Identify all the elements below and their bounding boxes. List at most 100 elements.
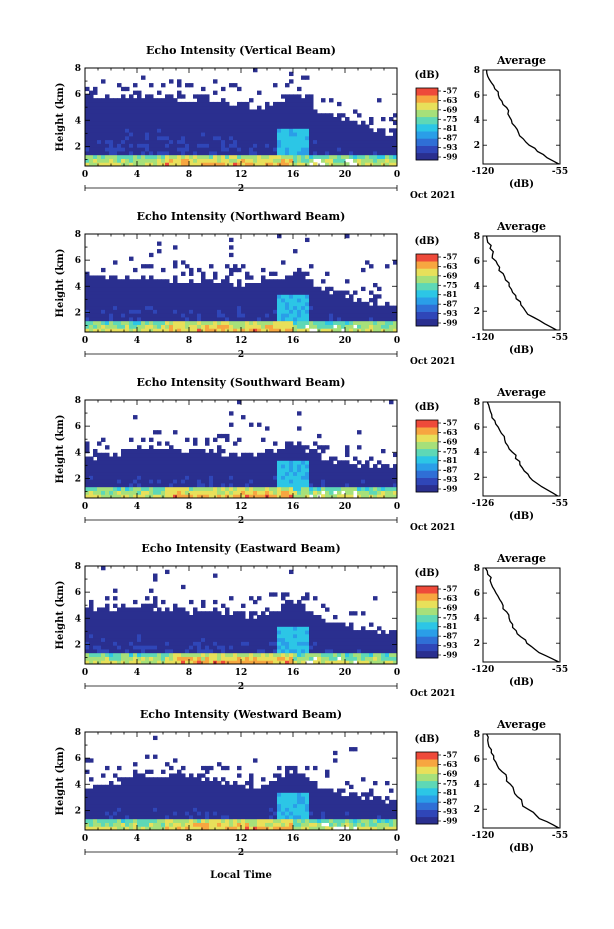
heatmap-cell xyxy=(93,309,98,314)
heatmap-cell xyxy=(245,143,250,148)
heatmap-cell xyxy=(85,283,90,288)
heatmap-cell xyxy=(85,128,90,133)
heatmap-cell xyxy=(173,479,178,484)
heatmap-cell xyxy=(157,313,162,318)
heatmap-cell xyxy=(229,143,234,148)
heatmap-cell xyxy=(349,486,354,491)
heatmap-cell xyxy=(261,633,266,639)
heatmap-cell xyxy=(261,611,266,616)
heatmap-cell xyxy=(101,79,106,84)
heatmap-cell xyxy=(129,618,134,624)
heatmap-cell xyxy=(85,637,90,642)
heatmap-cell xyxy=(213,626,218,631)
heatmap-cell xyxy=(321,486,326,491)
heatmap-cell xyxy=(265,301,270,307)
heatmap-cell xyxy=(85,758,90,763)
heatmap-cell xyxy=(177,79,182,84)
heatmap-cell xyxy=(289,464,294,469)
heatmap-cell xyxy=(221,279,226,284)
heatmap-cell xyxy=(205,283,210,288)
heatmap-cell xyxy=(113,275,118,280)
heatmap-cell xyxy=(273,656,278,661)
heatmap-cell xyxy=(357,630,362,635)
heatmap-cell xyxy=(273,113,278,118)
heatmap-cell xyxy=(317,622,322,627)
colorbar-tick-label: -57 xyxy=(443,86,457,96)
heatmap-cell xyxy=(305,309,310,314)
heatmap-cell xyxy=(277,630,282,635)
heatmap-cell xyxy=(145,482,150,488)
heatmap-cell xyxy=(353,475,358,480)
heatmap-cell xyxy=(345,660,350,665)
heatmap-cell xyxy=(209,660,214,665)
heatmap-cell xyxy=(385,467,390,473)
heatmap-cell xyxy=(97,283,102,288)
heatmap-cell xyxy=(169,656,174,661)
heatmap-cell xyxy=(121,479,126,484)
heatmap-cell xyxy=(85,482,90,488)
heatmap-cell xyxy=(161,286,166,292)
heatmap-cell xyxy=(273,301,278,307)
heatmap-cell xyxy=(225,456,230,461)
heatmap-cell xyxy=(217,433,222,439)
heatmap-cell xyxy=(305,464,310,469)
heatmap-cell xyxy=(269,132,274,137)
heatmap-cell xyxy=(293,113,298,118)
heatmap-cell xyxy=(345,637,350,642)
heatmap-cell xyxy=(193,464,198,469)
heatmap-cell xyxy=(141,475,146,480)
heatmap-cell xyxy=(297,105,302,110)
heatmap-cell xyxy=(165,94,170,99)
heatmap-cell xyxy=(145,622,150,627)
heatmap-cell xyxy=(261,641,266,646)
heatmap-cell xyxy=(253,124,258,129)
heatmap-cell xyxy=(317,128,322,133)
heatmap-cell xyxy=(237,154,242,159)
heatmap-cell xyxy=(229,494,234,499)
heatmap-cell xyxy=(277,494,282,499)
heatmap-cell xyxy=(301,158,306,163)
heatmap-cell xyxy=(137,460,142,465)
heatmap-cell xyxy=(285,464,290,469)
heatmap-cell xyxy=(121,626,126,631)
heatmap-cell xyxy=(97,792,102,797)
heatmap-cell xyxy=(289,641,294,646)
heatmap-cell xyxy=(189,637,194,642)
heatmap-cell xyxy=(289,467,294,473)
heatmap-cell xyxy=(113,154,118,159)
heatmap-cell xyxy=(357,298,362,303)
heatmap-cell xyxy=(201,603,206,608)
heatmap-cell xyxy=(133,286,138,292)
heatmap-cell xyxy=(225,128,230,133)
heatmap-cell xyxy=(309,113,314,118)
heatmap-cell xyxy=(301,154,306,159)
heatmap-cell xyxy=(157,249,162,254)
heatmap-cell xyxy=(261,128,266,133)
heatmap-cell xyxy=(105,618,110,624)
heatmap-cell xyxy=(337,324,342,329)
heatmap-cell xyxy=(225,309,230,314)
heatmap-cell xyxy=(357,460,362,465)
heatmap-cell xyxy=(217,467,222,473)
heatmap-cell xyxy=(109,490,114,495)
heatmap-cell xyxy=(181,475,186,480)
heatmap-cell xyxy=(113,320,118,325)
heatmap-cell xyxy=(317,147,322,152)
heatmap-cell xyxy=(321,479,326,484)
heatmap-cell xyxy=(137,113,142,118)
heatmap-cell xyxy=(121,132,126,137)
heatmap-cell xyxy=(197,456,202,461)
heatmap-cell xyxy=(357,313,362,318)
heatmap-cell xyxy=(265,283,270,288)
heatmap-cell xyxy=(161,486,166,491)
heatmap-cell xyxy=(161,316,166,322)
heatmap-cell xyxy=(145,449,150,454)
heatmap-cell xyxy=(173,464,178,469)
heatmap-cell xyxy=(149,158,154,163)
heatmap-cell xyxy=(213,309,218,314)
heatmap-cell xyxy=(337,637,342,642)
heatmap-cell xyxy=(185,264,190,269)
heatmap-cell xyxy=(141,316,146,322)
heatmap-cell xyxy=(153,467,158,473)
heatmap-cell xyxy=(289,637,294,642)
